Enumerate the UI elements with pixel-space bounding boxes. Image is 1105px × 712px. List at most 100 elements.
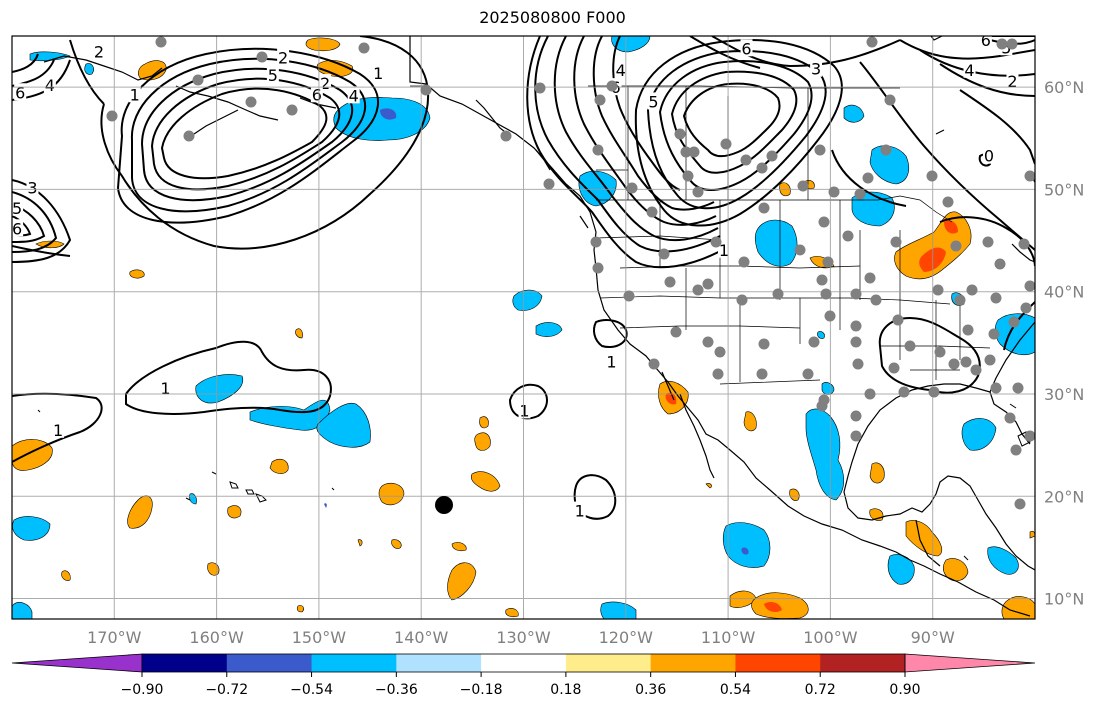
lat-tick-label: 40°N: [1044, 283, 1084, 302]
contour-label: 6: [981, 31, 991, 50]
contour-label-bg: [347, 86, 360, 104]
contour-label: 4: [964, 61, 974, 80]
negative-anomaly-areas: [12, 36, 1035, 619]
colorbar-segment: [820, 654, 906, 672]
contour-label: 5: [648, 92, 658, 111]
lon-tick-label: 170°W: [87, 628, 142, 647]
contour-label-bg: [12, 198, 24, 216]
lon-tick-label: 130°W: [496, 628, 551, 647]
colorbar-segment: [481, 654, 567, 672]
colorbar-tick-label: −0.72: [205, 682, 248, 698]
colorbar-tick-label: 0.36: [635, 682, 666, 698]
contour-label-bg: [605, 352, 618, 370]
contour-label-bg: [963, 60, 976, 78]
colorbar-tick-label: 0.90: [889, 682, 920, 698]
lat-tick-label: 30°N: [1044, 385, 1084, 404]
contour-label-bg: [518, 401, 531, 419]
lon-tick-label: 110°W: [701, 628, 756, 647]
colorbar-segment: [226, 654, 313, 672]
contour-label: 6: [12, 219, 22, 238]
lat-tick-label: 10°N: [1044, 590, 1084, 609]
contour-label-bg: [92, 42, 105, 60]
lon-tick-label: 140°W: [394, 628, 449, 647]
colorbar-tick-label: 0.54: [720, 682, 751, 698]
lat-tick-label: 20°N: [1044, 487, 1084, 506]
contour-label-bg: [647, 92, 660, 110]
contour-label: 5: [268, 66, 278, 85]
contour-label: 0: [984, 147, 994, 166]
contour-label-bg: [718, 240, 731, 258]
contour-label: 1: [373, 64, 383, 83]
contour-label-bg: [614, 60, 627, 78]
map-frame: [11, 35, 1036, 620]
colorbar-tick-label: 0.18: [550, 682, 581, 698]
contour-label-bg: [1006, 72, 1019, 90]
contour-label: 5: [12, 199, 22, 218]
lat-tick-label: 50°N: [1044, 180, 1084, 199]
colorbar-tick-label: 0.72: [805, 682, 836, 698]
contour-label-bg: [979, 36, 992, 49]
contour-label-bg: [159, 378, 172, 396]
contour-label-bg: [43, 76, 56, 94]
contour-label-layer: 26413652512644656316542011111: [12, 31, 1019, 521]
colorbar-tick-label: −0.18: [460, 682, 503, 698]
colorbar-tick-label: −0.54: [290, 682, 333, 698]
contour-label: 4: [616, 61, 626, 80]
contour-label: 5: [1001, 38, 1011, 57]
contour-label: 1: [160, 379, 170, 398]
contour-label: 4: [349, 86, 359, 105]
lon-tick-label: 120°W: [599, 628, 654, 647]
contour-label: 6: [741, 39, 751, 58]
positive-anomaly-areas: [12, 37, 1035, 619]
lon-tick-label: 90°W: [911, 628, 955, 647]
colorbar-segment: [396, 654, 482, 672]
colorbar-segment: [311, 654, 397, 672]
contour-label: 2: [1007, 72, 1017, 91]
contour-label-bg: [740, 39, 753, 57]
contour-label-bg: [128, 85, 141, 103]
colorbar: −0.90 −0.72 −0.54 −0.36 −0.18 0.18 0.36 0.54 0.7…: [11, 653, 1036, 698]
contour-label: 1: [575, 502, 585, 521]
colorbar-extend-high: [904, 653, 1036, 673]
contour-label-bg: [810, 59, 823, 77]
negative-anomaly-cores: [324, 108, 749, 555]
map-panel: 26413652512644656316542011111: [11, 31, 1036, 620]
islands: [37, 403, 1031, 561]
contour-label: 1: [53, 421, 63, 440]
contour-label-bg: [52, 420, 65, 438]
lat-tick-label: 60°N: [1044, 78, 1084, 97]
map-title: 2025080800 F000: [479, 8, 626, 27]
contour-label-bg: [982, 146, 995, 164]
contour-label: 2: [278, 48, 288, 67]
colorbar-tick-label: −0.36: [375, 682, 418, 698]
contour-label-bg: [12, 219, 24, 237]
contour-label: 1: [519, 401, 529, 420]
contour-label: 1: [719, 241, 729, 260]
highlighted-location-marker: [435, 496, 453, 514]
station-markers: [106, 36, 1035, 510]
contour-label-bg: [372, 63, 385, 81]
colorbar-segment: [142, 654, 228, 672]
contour-label: 6: [15, 83, 25, 102]
contour-label-bg: [310, 85, 323, 103]
colorbar-segment: [565, 654, 652, 672]
coastlines: [43, 36, 1035, 617]
lon-tick-label: 150°W: [292, 628, 347, 647]
colorbar-extend-low: [11, 653, 143, 673]
colorbar-segment: [735, 654, 821, 672]
latitude-tick-labels: 60°N 50°N 40°N 30°N 20°N 10°N: [1044, 78, 1084, 608]
contour-label-bg: [573, 501, 586, 519]
colorbar-segment: [650, 654, 736, 672]
longitude-tick-labels: 170°W 160°W 150°W 140°W 130°W 120°W 110°W 100°W…: [87, 628, 955, 647]
gridlines: [12, 36, 1035, 619]
contour-label: 2: [94, 42, 104, 61]
contour-label: 6: [312, 85, 322, 104]
contour-label: 4: [45, 76, 55, 95]
lon-tick-label: 160°W: [189, 628, 244, 647]
contour-label: 3: [811, 60, 821, 79]
contour-label-bg: [266, 65, 279, 83]
colorbar-tick-label: −0.90: [121, 682, 164, 698]
contour-label: 3: [27, 178, 37, 197]
contour-label: 1: [130, 85, 140, 104]
